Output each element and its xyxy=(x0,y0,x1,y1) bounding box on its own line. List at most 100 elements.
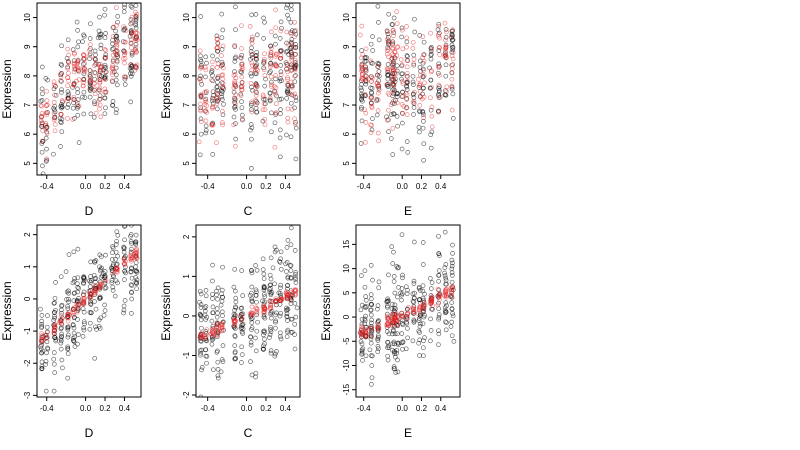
data-point xyxy=(122,268,128,274)
data-point xyxy=(220,43,226,49)
data-point xyxy=(198,332,204,338)
data-point xyxy=(97,264,102,270)
data-point xyxy=(87,278,92,284)
data-point xyxy=(102,47,108,52)
data-point xyxy=(219,47,225,52)
data-point xyxy=(133,264,138,270)
data-point xyxy=(272,89,278,95)
data-point xyxy=(210,152,216,157)
data-point xyxy=(375,64,381,69)
data-point xyxy=(400,120,405,126)
data-point xyxy=(39,86,45,92)
data-point xyxy=(209,331,214,337)
data-point xyxy=(278,69,284,75)
data-point xyxy=(262,294,268,299)
data-point xyxy=(369,86,375,91)
data-point xyxy=(450,56,456,62)
data-point xyxy=(232,334,238,339)
data-point xyxy=(203,118,209,124)
data-point xyxy=(110,34,116,39)
data-point xyxy=(261,94,266,100)
data-point xyxy=(81,89,87,95)
data-point xyxy=(93,324,98,330)
data-point xyxy=(436,109,441,115)
data-point xyxy=(436,331,442,337)
data-point xyxy=(273,318,279,324)
data-point xyxy=(267,332,273,338)
points-group xyxy=(357,3,456,163)
data-point xyxy=(400,272,405,278)
data-point xyxy=(74,303,80,308)
data-point xyxy=(93,306,99,312)
data-point xyxy=(109,268,115,273)
data-point xyxy=(71,339,77,344)
data-point xyxy=(399,79,405,84)
data-point xyxy=(122,277,127,282)
data-point xyxy=(368,312,374,318)
data-point xyxy=(210,120,216,126)
data-point xyxy=(253,335,258,341)
data-point xyxy=(253,102,259,107)
data-point xyxy=(359,341,365,347)
data-point xyxy=(112,293,118,299)
data-point xyxy=(293,314,299,320)
data-point xyxy=(38,103,44,108)
data-point xyxy=(443,291,449,297)
data-point xyxy=(253,64,258,69)
data-point xyxy=(442,20,448,26)
data-point xyxy=(450,47,456,53)
data-point xyxy=(99,273,105,279)
data-point xyxy=(240,293,246,298)
data-point xyxy=(59,310,64,316)
data-point xyxy=(422,302,428,308)
data-point xyxy=(399,292,405,298)
data-point xyxy=(98,69,103,75)
data-point xyxy=(87,72,93,78)
data-point xyxy=(198,101,203,107)
data-point xyxy=(411,56,417,62)
data-point xyxy=(198,394,204,397)
data-point xyxy=(395,341,401,346)
data-point xyxy=(442,51,448,57)
data-point xyxy=(404,112,410,117)
data-point xyxy=(81,111,87,117)
data-point xyxy=(421,39,427,45)
data-point xyxy=(239,83,245,89)
y-tick-label: -15 xyxy=(342,383,351,395)
data-point xyxy=(71,97,76,102)
data-point xyxy=(129,20,135,25)
data-point xyxy=(436,24,442,29)
data-point xyxy=(71,82,77,88)
data-point xyxy=(129,275,135,281)
data-point xyxy=(76,103,82,109)
data-point xyxy=(210,291,215,297)
data-point xyxy=(88,111,94,117)
data-point xyxy=(232,44,238,49)
data-point xyxy=(364,55,370,61)
x-axis-title: D xyxy=(85,204,94,218)
data-point xyxy=(59,87,64,93)
data-point xyxy=(268,52,274,57)
data-point xyxy=(81,80,86,85)
data-point xyxy=(285,75,290,80)
data-point xyxy=(233,92,239,98)
data-point xyxy=(436,312,442,317)
data-point xyxy=(220,343,226,348)
data-point xyxy=(390,152,396,157)
data-point xyxy=(278,285,283,291)
x-axis-title: C xyxy=(244,204,253,218)
data-point xyxy=(450,242,455,248)
data-point xyxy=(285,119,291,125)
data-point xyxy=(289,37,295,42)
data-point xyxy=(268,315,274,321)
data-point xyxy=(121,9,127,15)
data-point xyxy=(278,336,284,342)
data-point xyxy=(128,239,134,244)
data-point xyxy=(359,273,364,278)
data-point xyxy=(375,338,381,343)
data-point xyxy=(72,344,78,349)
data-point xyxy=(65,46,71,52)
data-point xyxy=(210,53,215,59)
data-point xyxy=(395,294,400,300)
data-point xyxy=(102,273,108,279)
